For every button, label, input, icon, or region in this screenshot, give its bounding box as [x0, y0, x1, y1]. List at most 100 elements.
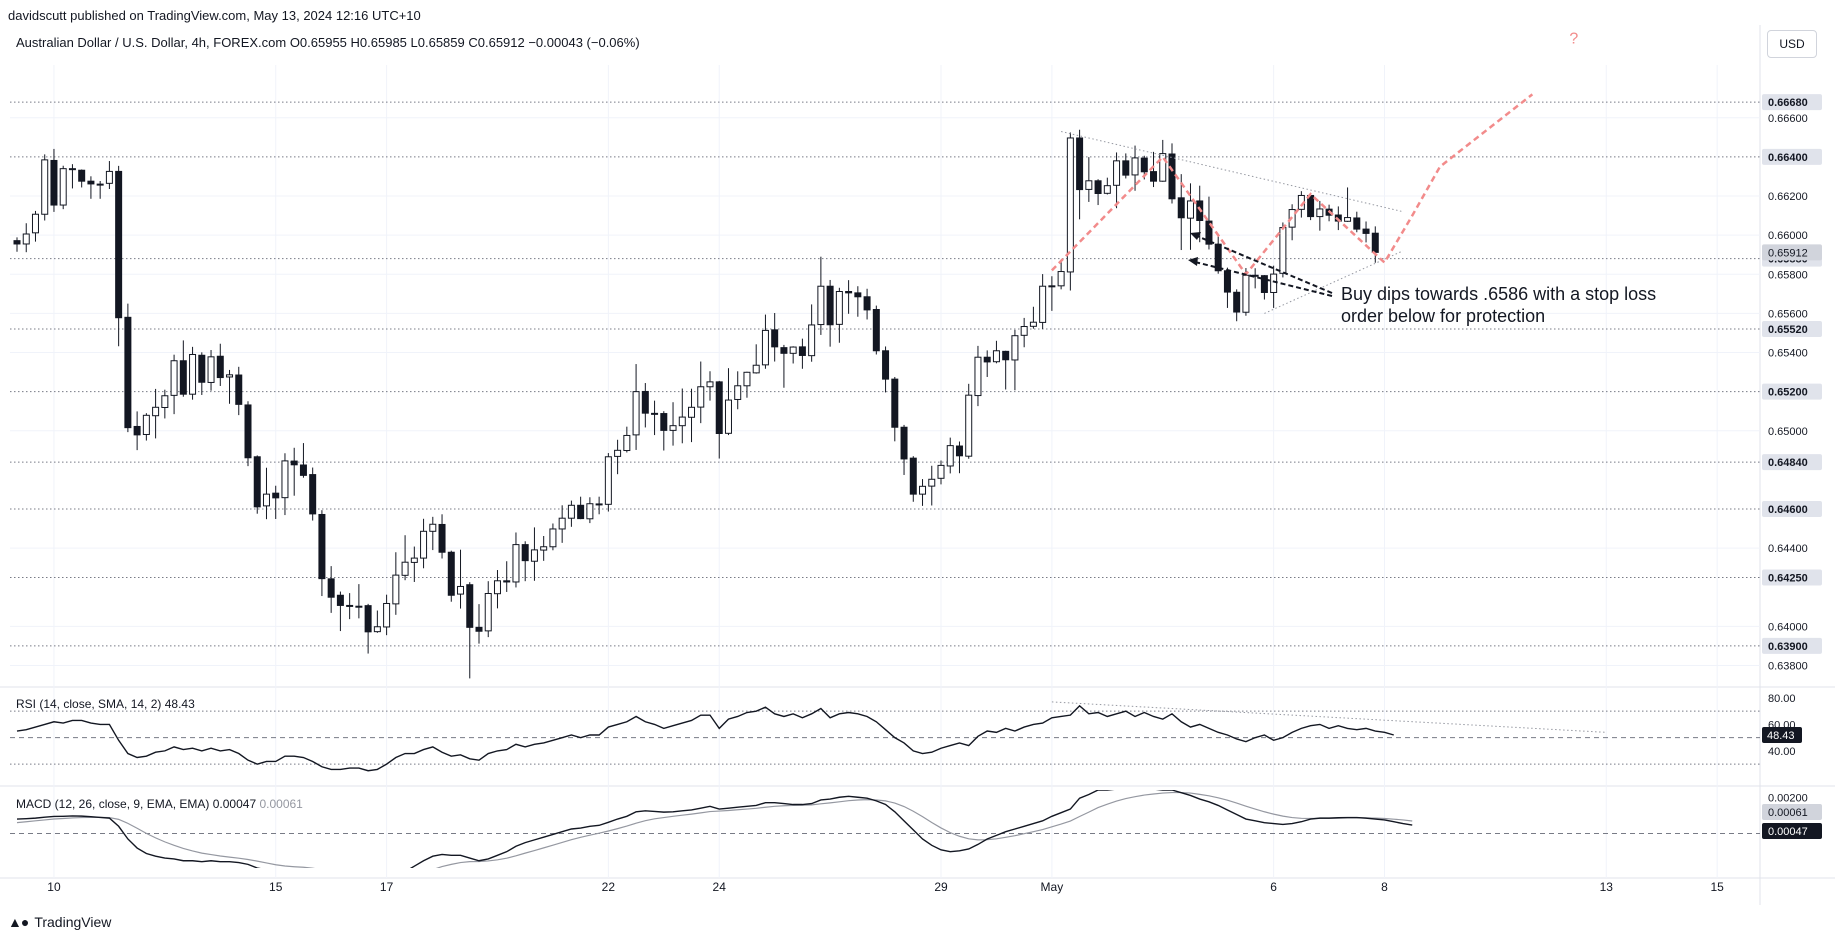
candle-body	[863, 296, 871, 311]
currency-button[interactable]: USD	[1767, 30, 1817, 58]
candle-body	[1316, 208, 1324, 218]
candle	[355, 584, 363, 619]
candle	[503, 561, 511, 592]
level-tag	[1762, 94, 1822, 111]
tradingview-logo-icon: ▲●	[8, 914, 29, 930]
candle-body	[835, 291, 843, 325]
candle	[1233, 289, 1241, 322]
macd-legend-signal: 0.00061	[259, 797, 303, 811]
candle	[401, 535, 409, 581]
candle	[974, 345, 982, 407]
rsi-value-tag-label: 48.43	[1767, 730, 1795, 742]
candle-body	[660, 413, 668, 431]
candle-body	[484, 593, 492, 632]
publisher-line: davidscutt published on TradingView.com,…	[8, 8, 421, 23]
candle-body	[226, 374, 234, 378]
x-tick-label: 29	[934, 880, 948, 894]
candle	[1076, 129, 1084, 220]
candle	[124, 303, 132, 433]
x-tick-label: 24	[713, 880, 727, 894]
macd-value-tag	[1762, 823, 1822, 839]
candle-body	[1260, 275, 1268, 293]
candle	[604, 453, 612, 512]
candle	[965, 383, 973, 459]
candle-body	[1039, 285, 1047, 323]
rsi-legend-label: RSI (14, close, SMA, 14, 2)	[16, 697, 162, 711]
candle	[189, 346, 197, 400]
candle	[900, 424, 908, 475]
candle	[937, 460, 945, 485]
candle	[715, 380, 723, 459]
candle-body	[919, 485, 927, 495]
candle-body	[420, 530, 428, 559]
candle-body	[373, 626, 381, 633]
candle	[392, 552, 400, 615]
rsi-trendline	[1051, 701, 1607, 733]
candle-body	[937, 464, 945, 479]
candle	[1057, 260, 1065, 290]
candle-body	[965, 394, 973, 457]
candle-body	[826, 285, 834, 326]
candle	[632, 364, 640, 450]
candle	[1131, 145, 1139, 191]
candle-body	[882, 350, 890, 380]
candle-body	[567, 504, 575, 519]
candle	[152, 388, 160, 439]
candle-body	[1011, 335, 1019, 361]
candle	[1113, 152, 1121, 209]
candle-body	[697, 386, 705, 408]
candle-body	[290, 460, 298, 466]
candle	[669, 402, 677, 446]
tradingview-logo[interactable]: ▲● TradingView	[8, 914, 111, 930]
candle-body	[78, 169, 86, 182]
price-tick-label: 0.65600	[1768, 308, 1808, 320]
candle	[115, 165, 123, 347]
candle	[493, 570, 501, 609]
candle-body	[50, 159, 58, 206]
candle-body	[983, 356, 991, 363]
candle	[475, 604, 483, 644]
x-tick-label: 13	[1600, 880, 1614, 894]
candle	[346, 593, 354, 620]
candle-body	[1186, 200, 1194, 219]
candle-body	[1168, 153, 1176, 200]
candle-body	[1353, 217, 1361, 230]
candle-body	[41, 159, 49, 215]
macd-signal-tag	[1762, 804, 1822, 820]
candle-body	[96, 183, 104, 186]
level-tag	[1762, 148, 1822, 165]
candle	[1362, 221, 1370, 243]
candle	[96, 180, 104, 199]
candle-body	[253, 456, 261, 508]
candle	[530, 527, 538, 581]
candle-body	[1131, 157, 1139, 176]
candle-body	[540, 546, 548, 551]
candle-body	[105, 170, 113, 184]
candle	[651, 400, 659, 436]
candle	[743, 371, 751, 398]
x-tick-label: 6	[1270, 880, 1277, 894]
candle-body	[1066, 137, 1074, 273]
candle	[863, 288, 871, 320]
candle	[1085, 157, 1093, 202]
candle-body	[401, 561, 409, 576]
level-tag-label: 0.65200	[1768, 387, 1808, 399]
candle-body	[909, 457, 917, 495]
candle	[309, 467, 317, 521]
candle-body	[1362, 228, 1370, 234]
macd-signal-tag-label: 0.00061	[1768, 807, 1808, 819]
candle-body	[87, 180, 95, 185]
arrow-head-2	[1188, 257, 1198, 266]
candle	[1168, 143, 1176, 204]
candle	[567, 500, 575, 527]
x-tick-label: 15	[1710, 880, 1724, 894]
candle	[946, 437, 954, 474]
candle	[336, 591, 344, 632]
last-price-tag	[1762, 244, 1822, 261]
rsi-tick-label: 40.00	[1768, 746, 1796, 758]
price-tick-label: 0.66600	[1768, 113, 1808, 125]
macd-tick-label: 0.00200	[1768, 792, 1808, 804]
macd-legend-value: 0.00047	[212, 797, 257, 811]
level-tag	[1762, 321, 1822, 338]
